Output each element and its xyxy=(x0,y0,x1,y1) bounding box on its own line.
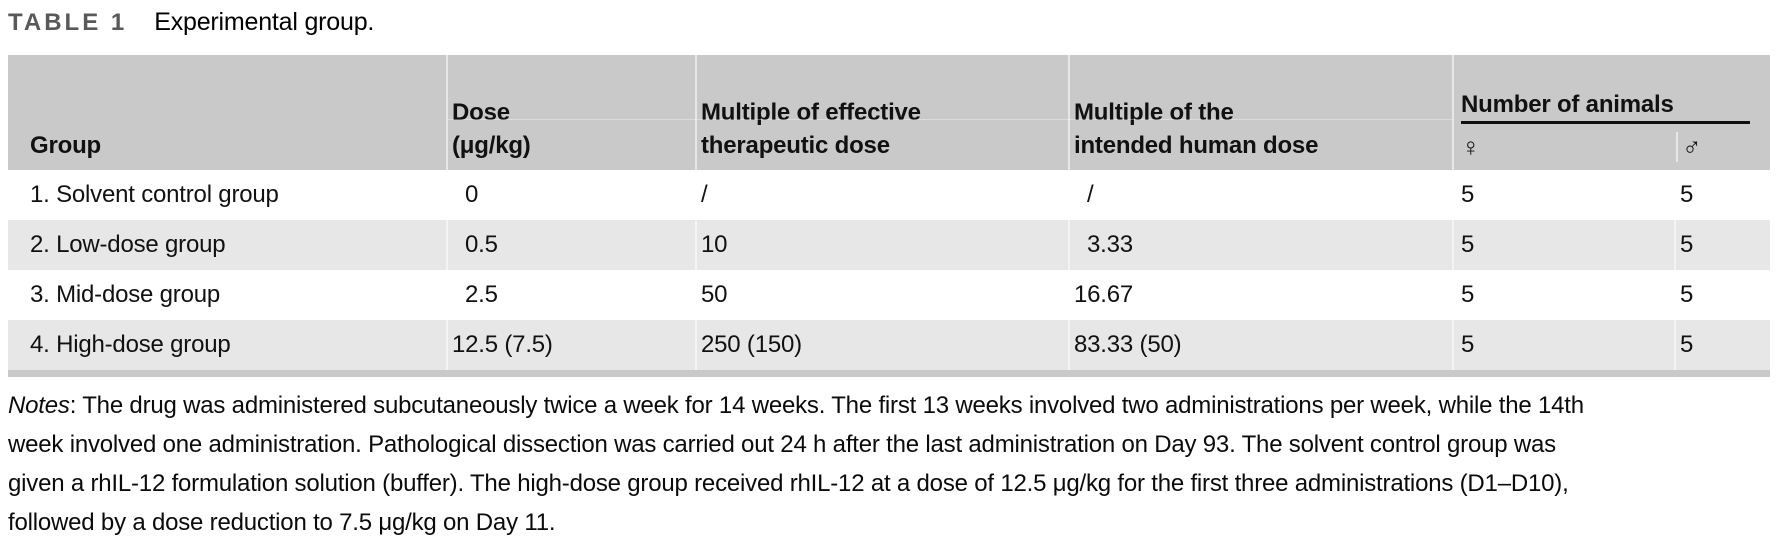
cell-male: 5 xyxy=(1674,320,1770,370)
table-caption-text: Experimental group. xyxy=(154,8,375,36)
cell-mult_human: 3.33 xyxy=(1068,220,1452,270)
column-header-mult_eff: Multiple of effective therapeutic dose xyxy=(695,55,1068,170)
cell-group: 3. Mid-dose group xyxy=(30,281,221,308)
notes-label: Notes xyxy=(8,392,70,419)
cell-mult_human: 83.33 (50) xyxy=(1068,320,1452,370)
cell-dose: 0 xyxy=(446,170,695,220)
cell-male: 5 xyxy=(1674,170,1770,220)
cell-mult_eff: 50 xyxy=(695,270,1068,320)
experimental-group-table: Group Dose (μg/kg) Multiple of effective the… xyxy=(8,55,1770,377)
cell-mult_eff: 250 (150) xyxy=(695,320,1068,370)
table-notes: Notes: The drug was administered subcuta… xyxy=(8,386,1770,542)
number-of-animals-rule xyxy=(1461,121,1750,124)
column-header-number-of-animals: Number of animals ♀ ♂ xyxy=(1452,55,1770,170)
cell-group: 2. Low-dose group xyxy=(30,231,226,258)
cell-mult_eff: 10 xyxy=(695,220,1068,270)
table-row: 3. Mid-dose group 2.5 50 16.67 5 5 xyxy=(8,270,1770,320)
column-header-mult_human: Multiple of the intended human dose xyxy=(1068,55,1452,170)
female-symbol: ♀ xyxy=(1461,132,1481,162)
table-bottom-border xyxy=(8,370,1770,377)
cell-group: 4. High-dose group xyxy=(30,331,231,358)
cell-female: 5 xyxy=(1452,270,1674,320)
cell-female: 5 xyxy=(1452,170,1674,220)
cell-mult_human: / xyxy=(1068,170,1452,220)
page: TABLE 1 Experimental group. Group Dose (μg/… xyxy=(8,0,1772,542)
sex-subheader-row: ♀ ♂ xyxy=(1454,124,1770,162)
cell-mult_human: 16.67 xyxy=(1068,270,1452,320)
cell-male: 5 xyxy=(1674,220,1770,270)
header-subrow-divider xyxy=(448,119,1452,120)
cell-female: 5 xyxy=(1452,320,1674,370)
cell-male: 5 xyxy=(1674,270,1770,320)
table-row: 1. Solvent control group 0//5 5 xyxy=(8,170,1770,220)
table-body: 1. Solvent control group 0//5 5 2. Low-dose… xyxy=(8,170,1770,370)
cell-dose: 2.5 xyxy=(446,270,695,320)
male-symbol: ♂ xyxy=(1676,132,1770,162)
table-row: 4. High-dose group 12.5 (7.5) 250 (150) 83.… xyxy=(8,320,1770,370)
table-row: 2. Low-dose group 0.5 10 3.33 5 5 xyxy=(8,220,1770,270)
cell-dose: 0.5 xyxy=(446,220,695,270)
notes-line-1: : The drug was administered subcutaneous… xyxy=(69,392,1584,419)
column-header-dose: Dose (μg/kg) xyxy=(446,55,695,170)
notes-line-2: week involved one administration. Pathol… xyxy=(8,431,1556,458)
column-header-group: Group xyxy=(30,132,101,159)
table-header-row: Group Dose (μg/kg) Multiple of effective the… xyxy=(8,55,1770,170)
table-number-label: TABLE 1 xyxy=(8,9,128,36)
notes-line-3: given a rhIL-12 formulation solution (bu… xyxy=(8,470,1569,497)
cell-group: 1. Solvent control group xyxy=(30,181,279,208)
cell-dose: 12.5 (7.5) xyxy=(446,320,695,370)
cell-female: 5 xyxy=(1452,220,1674,270)
notes-line-4: followed by a dose reduction to 7.5 μg/k… xyxy=(8,509,556,536)
number-of-animals-label: Number of animals xyxy=(1461,91,1674,118)
cell-mult_eff: / xyxy=(695,170,1068,220)
table-caption-row: TABLE 1 Experimental group. xyxy=(8,8,1772,50)
